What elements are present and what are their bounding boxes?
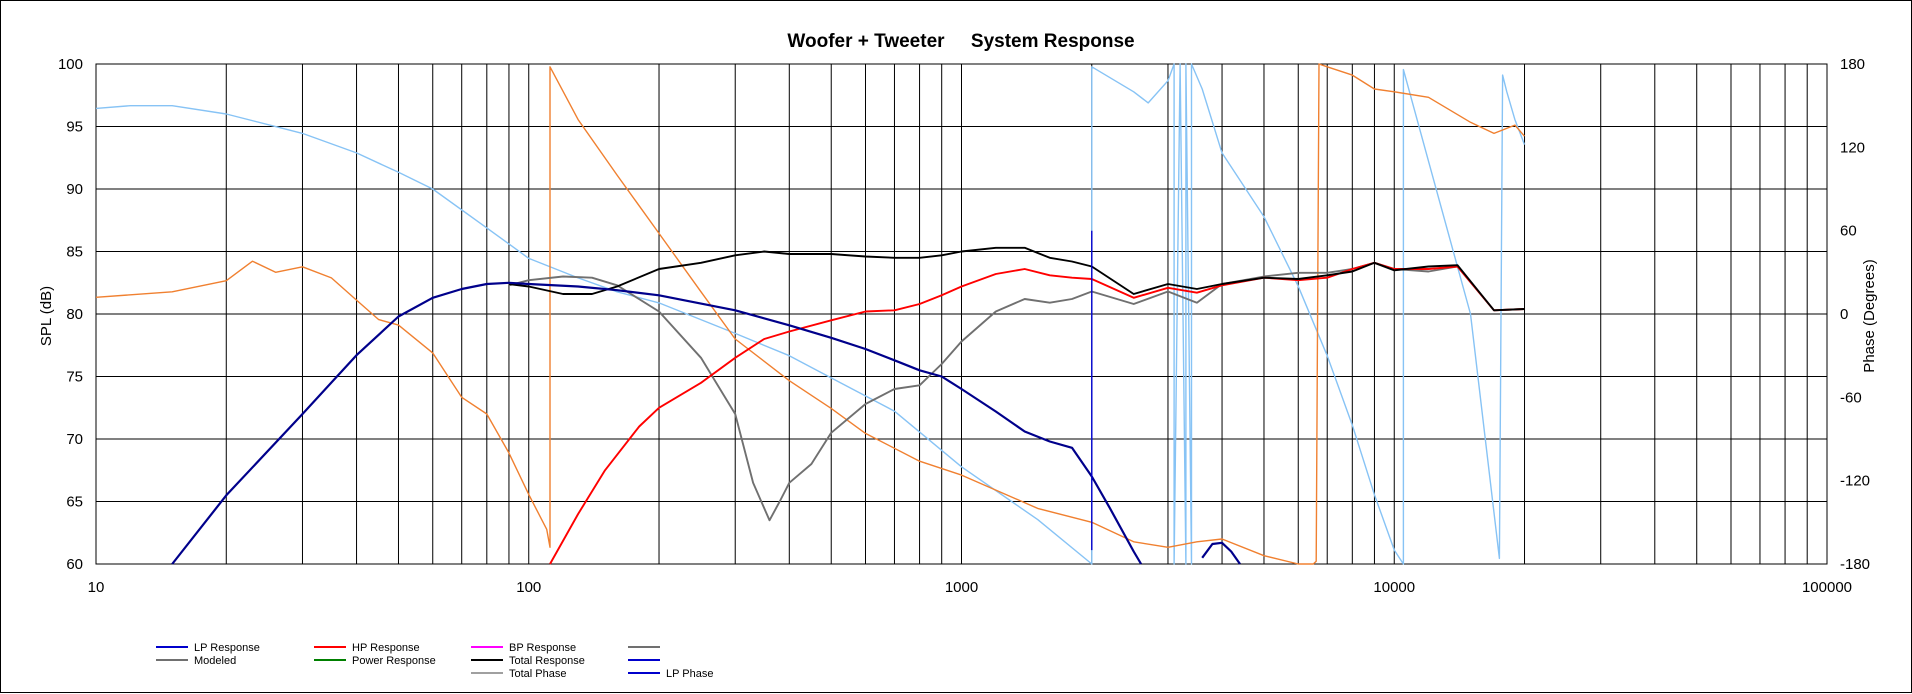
y-tick-label: 90: [66, 181, 83, 198]
series-line-woofer-phase: [95, 63, 1526, 565]
chart-title: Woofer + Tweeter System Response: [787, 31, 1134, 52]
series-line-lp-response: [171, 281, 1143, 565]
legend-item: LP Phase: [628, 668, 714, 680]
series-line-modeled: [508, 261, 1525, 522]
y-tick-label: 65: [66, 494, 83, 511]
y2-tick-label: 180: [1840, 56, 1865, 73]
legend-label: LP Response: [194, 642, 260, 654]
y2-tick-label: -120: [1840, 473, 1870, 490]
x-tick-label: 10000: [1373, 579, 1415, 596]
x-tick-label: 10: [88, 579, 105, 596]
y-tick-label: 95: [66, 119, 83, 136]
legend-label: LP Phase: [666, 668, 714, 680]
y-tick-label: 100: [58, 56, 83, 73]
x-tick-label: 100000: [1802, 579, 1852, 596]
legend-label: Total Phase: [509, 668, 566, 680]
y2-tick-label: -180: [1840, 556, 1870, 573]
legend-item: Total Phase: [471, 668, 566, 680]
y-tick-label: 80: [66, 306, 83, 323]
legend-item: Modeled: [156, 655, 236, 667]
y2-tick-label: 60: [1840, 223, 1857, 240]
series-line-hp-response: [549, 261, 1525, 565]
x-tick-label: 1000: [945, 579, 978, 596]
legend-label: Modeled: [194, 655, 236, 667]
series-layer: [95, 63, 1526, 565]
legend-item: HP Response: [314, 642, 420, 654]
series-line-tweeter-phase: [95, 63, 1526, 565]
y-tick-label: 85: [66, 244, 83, 261]
plot-area-border: [95, 63, 1828, 565]
legend-item: LP Response: [156, 642, 260, 654]
y-tick-label: 60: [66, 556, 83, 573]
legend-label: Total Response: [509, 655, 585, 667]
y-tick-label: 75: [66, 369, 83, 386]
y2-tick-label: 0: [1840, 306, 1848, 323]
legend-label: Power Response: [352, 655, 436, 667]
y2-axis-label: Phase (Degrees): [1861, 259, 1878, 372]
tick-labels: 10 100 1000 10000 100000 100 95 90 85 80 75 70 65 60 1…: [58, 56, 1870, 596]
legend-item: Power Response: [314, 655, 436, 667]
y2-tick-label: -60: [1840, 389, 1862, 406]
x-tick-label: 100: [516, 579, 541, 596]
grid-lines: [95, 63, 1828, 565]
y-tick-label: 70: [66, 431, 83, 448]
legend-item: BP Response: [471, 642, 576, 654]
legend-label: BP Response: [509, 642, 576, 654]
legend-label: HP Response: [352, 642, 420, 654]
y2-tick-label: 120: [1840, 139, 1865, 156]
series-line-lp-response-segment-2: [1201, 541, 1241, 565]
y-axis-label: SPL (dB): [38, 286, 55, 346]
legend-item: Total Response: [471, 655, 585, 667]
series-line-total-response: [508, 246, 1525, 312]
